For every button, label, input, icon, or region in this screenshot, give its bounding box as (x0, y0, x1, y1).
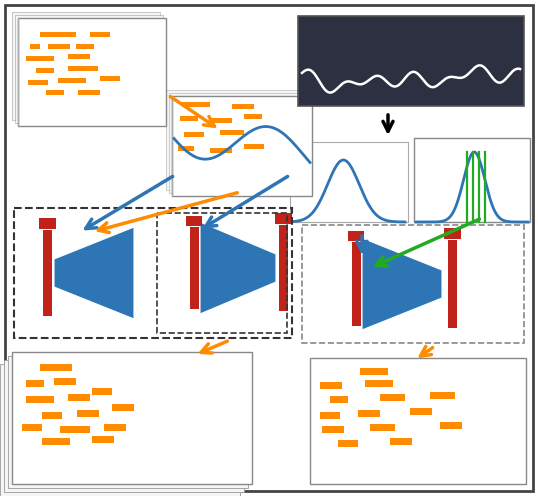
Bar (14, 208, 292, 338)
Bar (172, 96, 312, 196)
Bar (15, 15, 163, 123)
Bar (157, 213, 287, 333)
Bar (180, 116, 198, 121)
Bar (210, 148, 232, 153)
Bar (172, 96, 312, 196)
Bar (380, 394, 405, 401)
Bar (430, 392, 455, 399)
Bar (48, 44, 70, 49)
Bar (92, 436, 114, 443)
Bar (12, 12, 160, 120)
Bar (36, 68, 54, 73)
Bar (54, 378, 76, 385)
Bar (92, 388, 112, 395)
Bar (76, 44, 94, 49)
Bar (8, 356, 248, 488)
Bar (440, 422, 462, 429)
Bar (169, 93, 309, 193)
Bar (28, 80, 48, 85)
Bar (12, 352, 252, 484)
Bar (365, 380, 393, 387)
Bar (220, 130, 244, 135)
Bar (90, 32, 110, 37)
Polygon shape (54, 227, 134, 319)
Bar (166, 90, 306, 190)
Bar (351, 242, 360, 326)
Bar (39, 218, 55, 229)
Bar (182, 102, 210, 107)
Bar (26, 56, 54, 61)
Bar (390, 438, 412, 445)
Bar (290, 142, 408, 222)
Bar (43, 230, 52, 316)
Bar (274, 213, 292, 224)
Bar (370, 424, 395, 431)
Bar (46, 90, 64, 95)
Bar (12, 352, 252, 484)
Bar (100, 76, 120, 81)
Bar (178, 146, 194, 151)
Bar (68, 66, 98, 71)
Bar (68, 394, 90, 401)
Bar (338, 440, 358, 447)
Bar (40, 364, 72, 371)
Bar (30, 44, 40, 49)
Bar (78, 90, 100, 95)
Bar (348, 231, 364, 241)
Bar (448, 240, 457, 328)
Bar (414, 138, 530, 222)
Bar (360, 368, 388, 375)
Bar (58, 78, 86, 83)
Bar (18, 18, 166, 126)
Bar (104, 424, 126, 431)
Bar (4, 360, 244, 492)
Bar (232, 104, 254, 109)
Bar (68, 54, 90, 59)
Bar (358, 410, 380, 417)
Bar (22, 424, 42, 431)
Bar (210, 118, 232, 123)
Bar (40, 32, 76, 37)
Bar (186, 216, 202, 226)
Bar (184, 132, 204, 137)
Bar (42, 412, 62, 419)
Bar (0, 364, 240, 496)
Bar (244, 144, 264, 149)
Polygon shape (362, 238, 442, 330)
Bar (330, 396, 348, 403)
Bar (298, 16, 524, 106)
Bar (322, 426, 344, 433)
Bar (42, 438, 70, 445)
Bar (26, 380, 44, 387)
Bar (18, 18, 166, 126)
Bar (320, 412, 340, 419)
Bar (443, 228, 461, 239)
Bar (320, 382, 342, 389)
Bar (410, 408, 432, 415)
Bar (244, 114, 262, 119)
Bar (279, 225, 287, 311)
Bar (26, 396, 54, 403)
Bar (112, 404, 134, 411)
Bar (189, 227, 199, 309)
Bar (310, 358, 526, 484)
Bar (60, 426, 90, 433)
Bar (302, 225, 524, 343)
Bar (77, 410, 99, 417)
Polygon shape (200, 222, 276, 314)
